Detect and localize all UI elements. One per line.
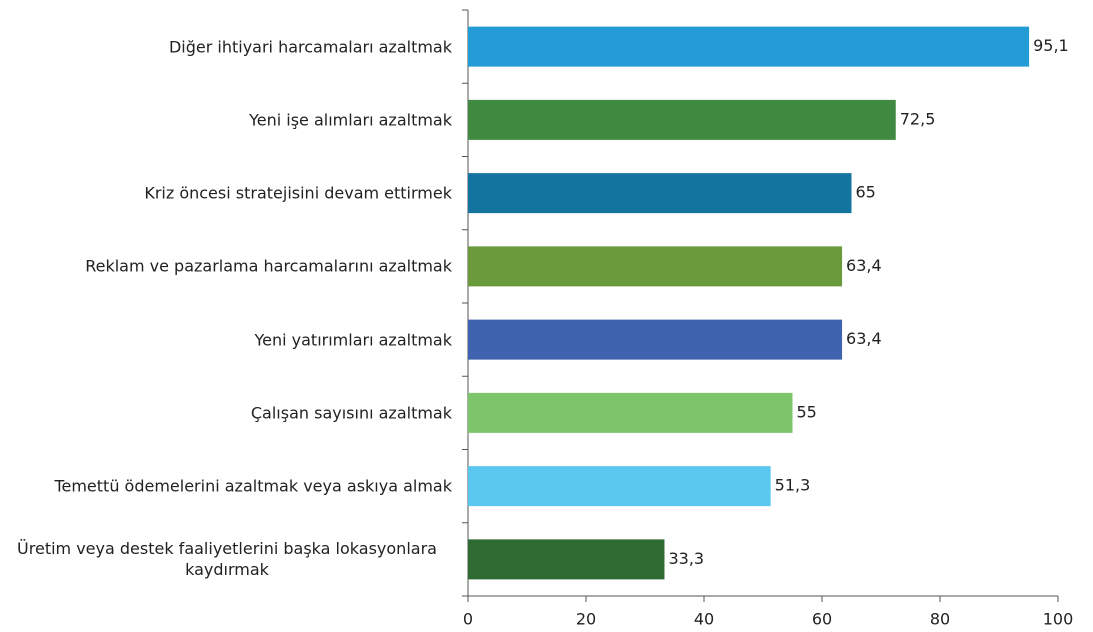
bar xyxy=(468,26,1030,67)
bar xyxy=(468,173,852,214)
value-label: 63,4 xyxy=(846,256,882,275)
y-tick-label: Kriz öncesi stratejisini devam ettirmek xyxy=(144,183,452,203)
y-tick-label: Yeni işe alımları azaltmak xyxy=(249,110,452,130)
value-label: 65 xyxy=(856,183,876,202)
y-tick-label: Yeni yatırımları azaltmak xyxy=(254,330,452,350)
y-tick-label: Diğer ihtiyari harcamaları azaltmak xyxy=(168,37,452,57)
value-label: 55 xyxy=(797,402,817,421)
bar xyxy=(468,99,896,140)
value-label: 95,1 xyxy=(1033,36,1069,55)
y-tick-label: Üretim veya destek faaliyetlerini başka … xyxy=(17,539,437,580)
x-tick-label: 0 xyxy=(463,610,473,629)
x-tick-label: 60 xyxy=(812,610,832,629)
x-tick-label: 80 xyxy=(930,610,950,629)
x-tick-label: 20 xyxy=(576,610,596,629)
bar xyxy=(468,246,843,287)
value-label: 72,5 xyxy=(900,109,936,128)
value-label: 51,3 xyxy=(775,476,811,495)
bar xyxy=(468,392,793,433)
y-tick-label: Çalışan sayısını azaltmak xyxy=(250,403,452,423)
y-tick-label: Temettü ödemelerini azaltmak veya askıya… xyxy=(54,476,452,496)
bar xyxy=(468,539,665,580)
bar xyxy=(468,466,771,507)
x-tick-label: 100 xyxy=(1043,610,1074,629)
value-label: 63,4 xyxy=(846,329,882,348)
x-tick-label: 40 xyxy=(694,610,714,629)
value-label: 33,3 xyxy=(668,549,704,568)
bar xyxy=(468,319,843,360)
y-tick-label: Reklam ve pazarlama harcamalarını azaltm… xyxy=(85,256,452,276)
